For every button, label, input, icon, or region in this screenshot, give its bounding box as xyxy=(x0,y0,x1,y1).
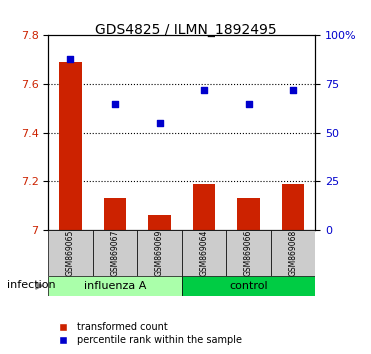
Bar xyxy=(59,62,82,230)
FancyBboxPatch shape xyxy=(182,276,315,296)
FancyBboxPatch shape xyxy=(182,230,226,276)
Text: influenza A: influenza A xyxy=(84,281,146,291)
Text: GSM869069: GSM869069 xyxy=(155,230,164,276)
Text: GSM869066: GSM869066 xyxy=(244,230,253,276)
Bar xyxy=(193,184,215,230)
Point xyxy=(290,87,296,93)
FancyBboxPatch shape xyxy=(48,230,93,276)
Bar xyxy=(148,216,171,230)
Text: control: control xyxy=(229,281,268,291)
FancyBboxPatch shape xyxy=(271,230,315,276)
Bar xyxy=(237,199,260,230)
Bar xyxy=(282,184,304,230)
Point xyxy=(201,87,207,93)
Text: GSM869064: GSM869064 xyxy=(200,230,209,276)
Text: GSM869067: GSM869067 xyxy=(111,230,119,276)
Bar xyxy=(104,199,126,230)
Point xyxy=(112,101,118,106)
Legend: transformed count, percentile rank within the sample: transformed count, percentile rank withi… xyxy=(49,319,246,349)
Text: GDS4825 / ILMN_1892495: GDS4825 / ILMN_1892495 xyxy=(95,23,276,37)
Point xyxy=(68,56,73,62)
Point xyxy=(246,101,252,106)
FancyBboxPatch shape xyxy=(93,230,137,276)
FancyBboxPatch shape xyxy=(137,230,182,276)
Text: GSM869065: GSM869065 xyxy=(66,230,75,276)
Text: GSM869068: GSM869068 xyxy=(289,230,298,276)
Point xyxy=(157,120,162,126)
FancyBboxPatch shape xyxy=(48,276,182,296)
Text: infection: infection xyxy=(7,280,56,290)
FancyBboxPatch shape xyxy=(226,230,271,276)
